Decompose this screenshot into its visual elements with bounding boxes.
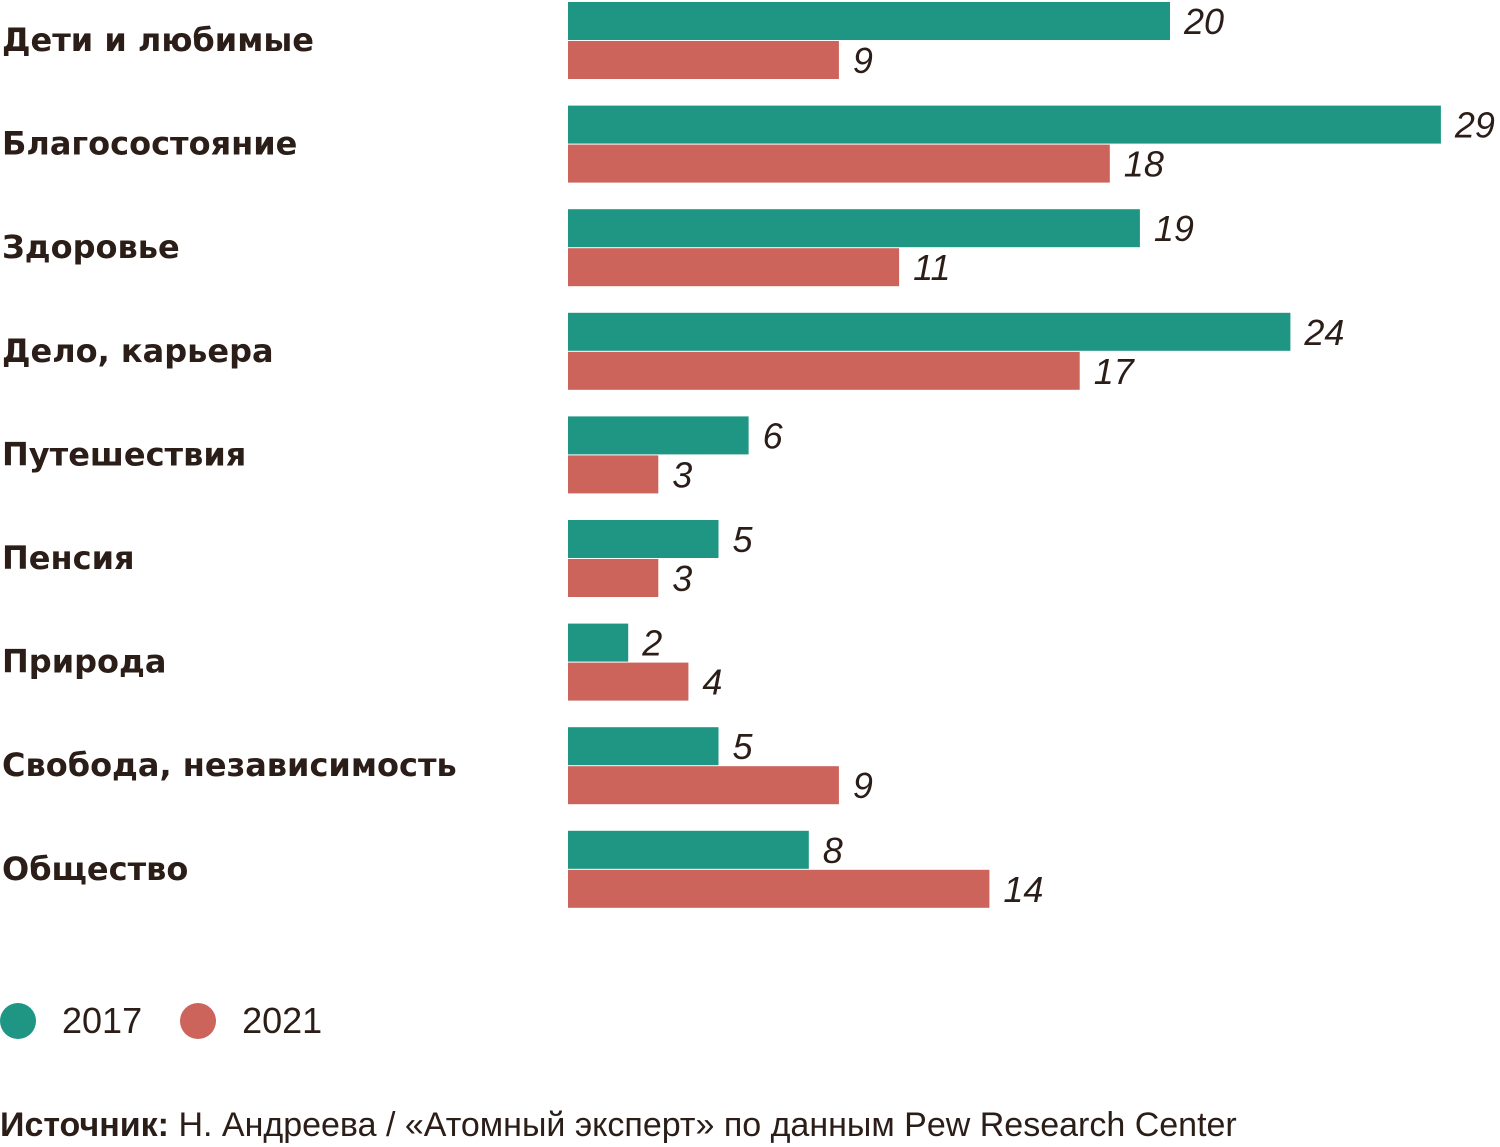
bar-2021 — [568, 766, 839, 805]
legend-label-2017: 2017 — [62, 1000, 143, 1041]
data-label-2021: 3 — [672, 558, 692, 599]
bar-2017 — [568, 830, 809, 869]
bar-2017 — [568, 312, 1291, 351]
bar-2021 — [568, 869, 990, 908]
category-label: Свобода, независимость — [2, 746, 457, 784]
legend-item-2021: 2021 — [180, 1000, 322, 1042]
bar-2021 — [568, 351, 1080, 390]
data-label-2017: 24 — [1303, 312, 1344, 353]
data-label-2017: 19 — [1154, 208, 1194, 249]
category-label: Пенсия — [2, 539, 135, 577]
bar-2021 — [568, 559, 659, 597]
data-label-2017: 2 — [641, 623, 662, 664]
category-label: Природа — [2, 643, 166, 681]
bar-2017 — [568, 105, 1441, 144]
data-label-2017: 5 — [733, 726, 754, 767]
data-label-2021: 9 — [853, 40, 873, 81]
legend-swatch-2017 — [0, 1003, 36, 1039]
legend: 2017 2021 — [0, 1000, 360, 1042]
data-label-2017: 8 — [823, 830, 843, 871]
bar-2017 — [568, 727, 719, 766]
bar-2017 — [568, 520, 719, 558]
source-label: Источник: — [0, 1106, 169, 1144]
data-label-2017: 20 — [1183, 1, 1224, 42]
bar-2021 — [568, 248, 900, 287]
category-label: Дело, карьера — [2, 332, 274, 370]
data-label-2021: 17 — [1094, 351, 1136, 392]
data-label-2017: 29 — [1454, 105, 1495, 146]
bar-2021 — [568, 41, 839, 79]
bar-2017 — [568, 209, 1140, 248]
data-label-2021: 18 — [1124, 144, 1164, 185]
bar-2017 — [568, 2, 1170, 40]
data-label-2021: 4 — [702, 662, 722, 703]
category-label: Общество — [2, 850, 188, 888]
legend-item-2017: 2017 — [0, 1000, 142, 1042]
bar-2021 — [568, 144, 1110, 183]
data-label-2017: 5 — [733, 519, 754, 560]
legend-label-2021: 2021 — [242, 1000, 323, 1041]
data-label-2017: 6 — [763, 415, 784, 456]
legend-swatch-2021 — [180, 1003, 217, 1039]
category-label: Дети и любимые — [2, 21, 314, 59]
data-label-2021: 9 — [853, 765, 873, 806]
category-label: Здоровье — [2, 228, 180, 266]
bar-2021 — [568, 662, 689, 701]
source-text: Н. Андреева / «Атомный эксперт» по данны… — [178, 1106, 1237, 1144]
source-note: Источник: Н. Андреева / «Атомный эксперт… — [0, 1106, 1237, 1145]
category-label: Путешествия — [2, 435, 246, 473]
category-label: Благосостояние — [2, 125, 297, 163]
data-label-2021: 3 — [672, 454, 692, 495]
data-label-2021: 14 — [1003, 869, 1043, 910]
bar-2017 — [568, 416, 749, 455]
data-label-2021: 11 — [913, 247, 950, 288]
bar-2021 — [568, 455, 659, 494]
bar-2017 — [568, 623, 629, 662]
